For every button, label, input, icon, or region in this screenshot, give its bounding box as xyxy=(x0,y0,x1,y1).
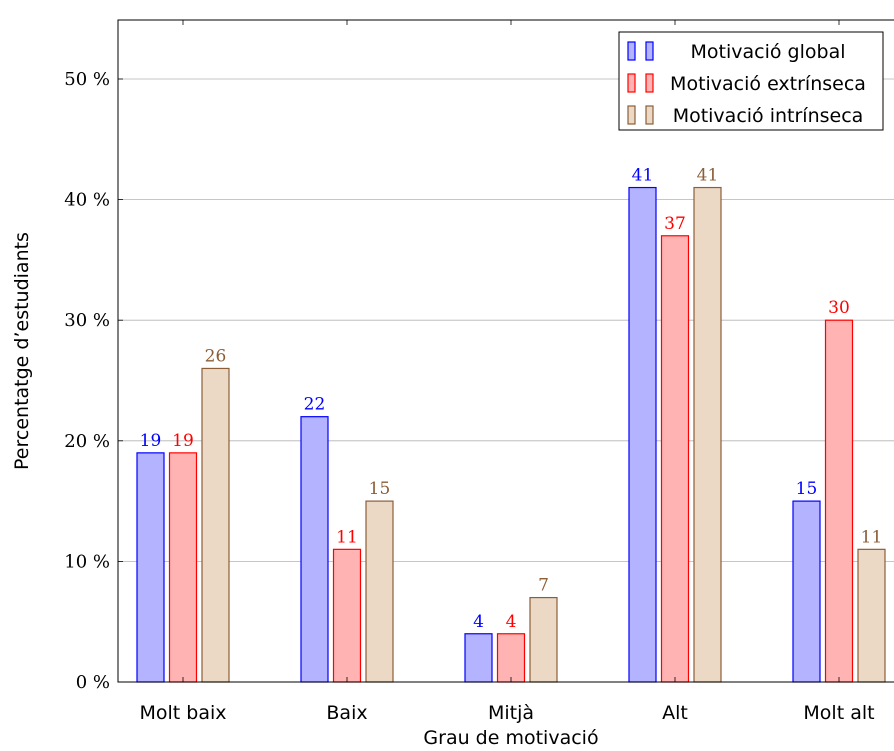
legend-label: Motivació extrínseca xyxy=(670,73,866,95)
data-labels: 19 22 4 41 15 19 11 4 37 30 26 15 7 41 11 xyxy=(140,166,883,632)
data-label: 4 xyxy=(473,612,484,632)
bar xyxy=(365,500,394,683)
bar xyxy=(824,319,854,683)
data-label: 41 xyxy=(632,166,654,186)
y-axis-title: Percentatge d’estudiants xyxy=(11,232,33,470)
bar xyxy=(792,500,821,683)
x-tick-label: Molt baix xyxy=(139,702,226,724)
y-tick-label: 30 % xyxy=(64,310,110,331)
bars xyxy=(136,186,886,683)
y-tick-label: 20 % xyxy=(64,431,110,452)
legend-box xyxy=(618,31,884,131)
data-label: 11 xyxy=(336,527,358,547)
bar xyxy=(660,235,690,683)
bar xyxy=(136,452,165,683)
data-label: 26 xyxy=(205,346,227,366)
x-tick-label: Alt xyxy=(662,702,688,724)
data-label: 19 xyxy=(140,431,162,451)
y-tick-label: 0 % xyxy=(76,672,110,693)
bar xyxy=(168,452,198,683)
legend-swatch xyxy=(627,105,636,125)
data-label: 41 xyxy=(697,166,719,186)
grid-lines xyxy=(118,78,894,562)
bar xyxy=(464,633,493,683)
bar xyxy=(300,416,329,683)
x-tick-label: Molt alt xyxy=(803,702,874,724)
bar xyxy=(857,548,886,683)
y-tick-label: 40 % xyxy=(64,190,110,211)
bar xyxy=(201,367,230,683)
y-tick-label: 10 % xyxy=(64,551,110,572)
bar xyxy=(332,548,362,683)
legend-swatch xyxy=(627,73,636,93)
legend-swatch xyxy=(645,41,654,61)
data-label: 22 xyxy=(304,395,326,415)
axis-ticks xyxy=(118,20,840,683)
x-tick-label: Baix xyxy=(326,702,367,724)
legend: Motivació global Motivació extrínseca Moti… xyxy=(618,31,884,131)
bar xyxy=(628,186,657,683)
data-label: 11 xyxy=(861,527,883,547)
bar xyxy=(496,633,526,683)
data-label: 4 xyxy=(506,612,517,632)
data-label: 30 xyxy=(828,298,850,318)
x-axis-title: Grau de motivació xyxy=(423,727,598,749)
y-tick-label: 50 % xyxy=(64,69,110,90)
data-label: 19 xyxy=(172,431,194,451)
data-label: 15 xyxy=(369,479,391,499)
axis-text: 0 % 10 % 20 % 30 % 40 % 50 % Molt baix Baix Mitj… xyxy=(64,69,874,724)
bar xyxy=(529,596,558,683)
bar xyxy=(693,186,722,683)
x-tick-label: Mitjà xyxy=(488,702,534,724)
legend-swatch xyxy=(627,41,636,61)
legend-swatch xyxy=(645,73,654,93)
data-label: 15 xyxy=(796,479,818,499)
data-label: 37 xyxy=(664,214,686,234)
data-label: 7 xyxy=(538,576,549,596)
legend-label: Motivació intrínseca xyxy=(673,105,864,127)
legend-swatch xyxy=(645,105,654,125)
legend-label: Motivació global xyxy=(691,41,846,63)
